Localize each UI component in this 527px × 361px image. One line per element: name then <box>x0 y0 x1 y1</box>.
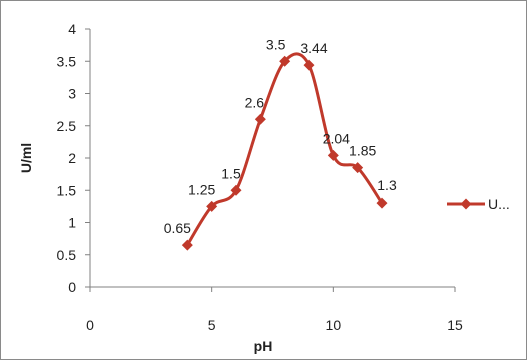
data-label: 3.5 <box>266 36 286 52</box>
y-tick-label: 0.5 <box>57 247 77 263</box>
data-point <box>327 149 339 161</box>
data-point <box>376 197 388 209</box>
y-tick-label: 3 <box>68 86 76 102</box>
x-tick-label: 10 <box>326 317 342 333</box>
data-point <box>206 200 218 212</box>
y-tick-labels: 0 0.5 1 1.5 2 2.5 3 3.5 4 <box>57 21 77 295</box>
x-axis-title: pH <box>254 338 273 354</box>
data-point <box>352 162 364 174</box>
y-tick-label: 0 <box>68 279 76 295</box>
data-point <box>230 184 242 196</box>
y-tick-label: 1.5 <box>57 182 77 198</box>
legend-label: U... <box>488 196 510 212</box>
data-label: 1.3 <box>377 177 397 193</box>
legend-marker <box>460 198 472 210</box>
data-label: 3.44 <box>300 40 327 56</box>
data-label: 1.85 <box>349 143 376 159</box>
data-label: 0.65 <box>164 220 191 236</box>
y-axis-title: U/ml <box>18 143 34 173</box>
legend: U... <box>447 196 510 212</box>
y-tick-label: 2.5 <box>57 118 77 134</box>
series-markers <box>181 55 388 251</box>
data-point <box>181 239 193 251</box>
data-point <box>303 59 315 71</box>
x-tick-label: 15 <box>447 317 463 333</box>
axes <box>85 28 456 292</box>
data-point <box>254 113 266 125</box>
data-label: 1.25 <box>188 181 215 197</box>
data-label: 2.6 <box>245 94 265 110</box>
data-label: 1.5 <box>221 165 241 181</box>
data-point <box>279 55 291 67</box>
x-tick-label: 0 <box>86 317 94 333</box>
data-labels: 0.65 1.25 1.5 2.6 3.5 3.44 2.041.85 1.3 <box>164 36 397 236</box>
y-tick-label: 3.5 <box>57 53 77 69</box>
y-tick-label: 1 <box>68 215 76 231</box>
data-label: 2.04 <box>323 130 350 146</box>
y-tick-label: 4 <box>68 21 76 37</box>
y-tick-label: 2 <box>68 150 76 166</box>
x-tick-label: 5 <box>208 317 216 333</box>
x-tick-labels: 0 5 10 15 <box>86 317 463 333</box>
